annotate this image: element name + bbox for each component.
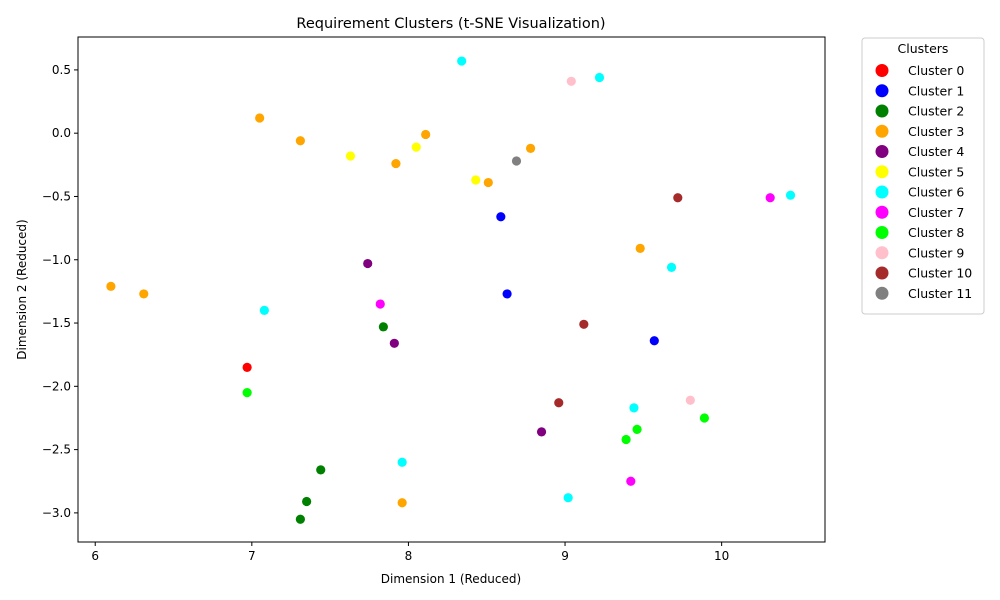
- legend-frame: [861, 37, 985, 315]
- data-point: [363, 258, 373, 269]
- data-point: [496, 212, 506, 222]
- plot-frame: [77, 36, 826, 543]
- legend-label: Cluster 3: [908, 124, 964, 139]
- x-tick-label: 9: [561, 549, 569, 563]
- y-tick-label: −2.5: [42, 443, 71, 457]
- data-point: [673, 193, 683, 203]
- legend-marker: [875, 145, 889, 158]
- data-point: [525, 143, 536, 153]
- y-tick-label: −1.5: [42, 316, 71, 330]
- y-tick-label: −1.0: [42, 253, 71, 267]
- legend-marker: [875, 226, 889, 239]
- legend-label: Cluster 10: [908, 266, 972, 281]
- data-point: [566, 76, 576, 86]
- data-point: [242, 362, 252, 372]
- data-point: [579, 319, 589, 329]
- data-point: [316, 465, 326, 475]
- data-point: [635, 243, 645, 253]
- legend-marker: [875, 286, 889, 300]
- data-point: [411, 142, 421, 152]
- data-point: [389, 338, 399, 348]
- data-point: [302, 496, 312, 507]
- data-point: [699, 413, 710, 423]
- data-point: [626, 476, 636, 486]
- legend-title: Clusters: [898, 41, 949, 56]
- x-tick-label: 10: [714, 549, 729, 563]
- y-tick-label: −3.0: [42, 506, 71, 520]
- legend-items: Cluster 0 Cluster 1 Cluster 2 Cluster 3 Clus…: [875, 63, 972, 301]
- legend-marker: [875, 205, 889, 219]
- y-tick-label: 0.0: [52, 126, 71, 140]
- legend-marker: [875, 84, 889, 98]
- legend-label: Cluster 2: [908, 104, 964, 119]
- legend-marker: [875, 124, 889, 138]
- legend-label: Cluster 8: [908, 225, 964, 240]
- data-point: [502, 289, 512, 299]
- data-point: [511, 156, 522, 166]
- legend-label: Cluster 9: [908, 245, 964, 260]
- data-point: [765, 193, 775, 203]
- data-point: [536, 427, 547, 437]
- data-point: [259, 305, 269, 315]
- data-point: [397, 498, 407, 508]
- legend-marker: [875, 266, 889, 280]
- y-tick-label: −2.0: [42, 379, 71, 393]
- legend-label: Cluster 6: [908, 185, 964, 200]
- legend-label: Cluster 4: [908, 144, 964, 159]
- data-point: [685, 395, 695, 405]
- data-point: [139, 289, 149, 299]
- data-point: [397, 457, 407, 467]
- y-tick-label: 0.5: [52, 63, 71, 77]
- data-point: [106, 281, 116, 291]
- data-point: [242, 388, 252, 398]
- y-tick-label: −0.5: [42, 189, 71, 203]
- x-tick-label: 6: [91, 549, 99, 563]
- x-tick-label: 7: [248, 549, 256, 563]
- data-point: [563, 493, 573, 503]
- x-tick-label: 8: [405, 549, 413, 563]
- legend-marker: [875, 104, 889, 118]
- data-point: [785, 190, 796, 200]
- legend-label: Cluster 7: [908, 205, 964, 220]
- y-axis-label: Dimension 2 (Reduced): [15, 219, 29, 359]
- legend-marker: [875, 64, 889, 77]
- data-point: [666, 262, 677, 272]
- data-point: [295, 514, 305, 524]
- legend-marker: [875, 246, 889, 260]
- legend-label: Cluster 11: [908, 286, 972, 301]
- plot-area: [77, 36, 826, 543]
- data-point: [471, 175, 481, 185]
- data-point: [483, 177, 493, 188]
- data-point: [345, 151, 356, 161]
- data-point: [391, 158, 401, 169]
- data-point: [554, 398, 564, 408]
- data-points: [106, 56, 796, 524]
- data-point: [457, 56, 467, 66]
- data-point: [621, 434, 631, 445]
- legend-marker: [875, 185, 889, 199]
- legend-label: Cluster 5: [908, 164, 964, 179]
- legend-label: Cluster 1: [908, 83, 964, 98]
- data-point: [632, 424, 642, 434]
- data-point: [421, 129, 431, 140]
- x-axis: 6 7 8 9 10: [91, 542, 729, 563]
- x-axis-label: Dimension 1 (Reduced): [381, 572, 521, 586]
- data-point: [295, 136, 305, 146]
- y-axis: −3.0 −2.5 −2.0 −1.5 −1.0 −0.5 0.0 0.5: [42, 63, 78, 520]
- data-point: [649, 336, 659, 346]
- data-point: [255, 113, 265, 123]
- chart-title: Requirement Clusters (t-SNE Visualizatio…: [296, 16, 605, 32]
- data-point: [375, 299, 385, 309]
- data-point: [378, 322, 388, 332]
- data-point: [629, 403, 639, 413]
- data-point: [594, 72, 605, 83]
- legend-label: Cluster 0: [908, 63, 964, 78]
- legend-marker: [875, 165, 889, 179]
